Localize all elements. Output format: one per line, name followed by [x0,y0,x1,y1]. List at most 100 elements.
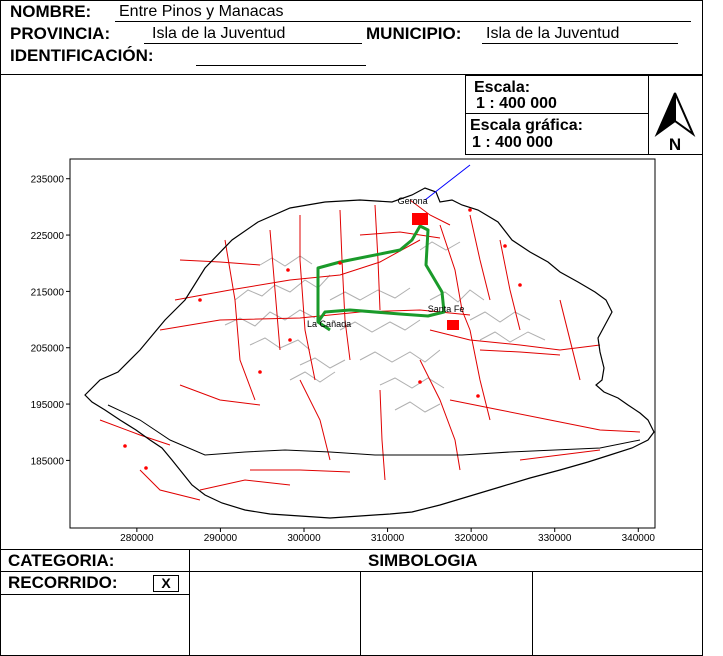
provincia-label: PROVINCIA: [10,24,111,43]
road [250,469,351,473]
field-route [316,224,446,332]
settlement-dot [418,380,422,384]
x-tick-label: 330000 [538,533,572,544]
road [519,449,601,461]
y-tick-label: 215000 [31,287,65,298]
north-arrow-icon: N [654,92,696,154]
contour-line [234,274,331,301]
footer-col-divider [189,549,190,655]
north-letter: N [669,135,681,154]
place-label: La Cañada [307,319,351,329]
settlement-dot [258,370,262,374]
north-arrow-box: N [648,75,703,155]
graphic-scale-box: Escala gráfica: 1 : 400 000 [465,113,649,155]
road [374,204,381,311]
settlement-dot [503,244,507,248]
road [449,399,641,433]
nombre-value: Entre Pinos y Manacas [115,3,691,22]
settlement-dot [286,268,290,272]
escala-value: 1 : 400 000 [476,95,557,112]
footer-divider [0,549,702,550]
y-tick-label: 225000 [31,231,65,242]
contour-lines [224,241,546,413]
axis-ticks: 280000 290000 300000 310000 320000 330000 3400… [31,175,656,544]
road [469,214,491,301]
settlement-dot [468,208,472,212]
contour-line [359,349,441,363]
contour-line [394,401,441,413]
symbol-col-divider-2 [532,571,533,655]
place-label: Gerona [398,196,428,206]
road [379,389,386,481]
symbol-col-divider-1 [360,571,361,655]
escala-label: Escala: [474,79,531,96]
town-gerona [412,213,428,225]
x-tick-label: 340000 [622,533,656,544]
southern-swamp-boundary [107,404,641,456]
pointer-line [424,164,471,201]
road [199,479,291,491]
road [139,469,201,501]
contour-line [429,289,485,303]
road [299,379,331,461]
contour-line [479,331,546,343]
contour-line [379,377,445,389]
scale-box: Escala: 1 : 400 000 [465,75,649,114]
coastline [84,187,655,519]
road [469,329,491,421]
map-frame [69,158,656,529]
town-santa-fe [447,320,459,330]
nombre-label: NOMBRE: [10,2,92,21]
road [499,239,521,331]
contour-line [329,287,411,301]
municipio-label: MUNICIPIO: [366,24,462,43]
x-tick-label: 310000 [371,533,405,544]
road-network [99,199,641,501]
x-tick-label: 280000 [120,533,154,544]
recorrido-checkbox[interactable]: X [153,575,179,592]
settlement-dot [476,394,480,398]
contour-line [224,309,316,327]
x-tick-label: 290000 [204,533,238,544]
road [179,384,261,406]
road [339,209,351,361]
road [179,259,261,266]
settlement-dot [144,466,148,470]
road [269,229,281,351]
y-tick-label: 205000 [31,344,65,355]
x-tick-label: 320000 [454,533,488,544]
road [159,309,471,331]
road [429,329,601,351]
categoria-label: CATEGORIA: [8,551,115,570]
road [224,239,256,401]
settlement-dot [123,444,127,448]
place-label: Santa Fe [428,304,465,314]
contour-line [469,311,531,323]
settlement-dot [198,298,202,302]
contour-line [339,319,421,333]
y-tick-label: 185000 [31,456,65,467]
road [99,419,171,446]
municipio-value: Isla de la Juventud [482,25,678,44]
footer-row-divider-left [0,594,190,595]
escala-grafica-value: 1 : 400 000 [472,134,553,151]
footer-row-divider [0,571,702,572]
road [419,359,461,471]
contour-line [259,255,313,267]
simbologia-label: SIMBOLOGIA [368,551,478,570]
map: 280000 290000 300000 310000 320000 330000 3400… [31,158,656,544]
header-divider [0,74,702,75]
settlement-dot [338,261,342,265]
recorrido-label: RECORRIDO: [8,573,118,592]
place-labels: Gerona Santa Fe La Cañada [307,196,464,329]
x-tick-label: 300000 [287,533,321,544]
contour-line [289,371,336,383]
settlement-dot [518,283,522,287]
y-tick-label: 195000 [31,400,65,411]
settlement-dot [288,338,292,342]
road [479,349,561,356]
town-markers [123,208,522,470]
provincia-value: Isla de la Juventud [144,25,362,44]
escala-grafica-label: Escala gráfica: [470,117,583,134]
road [439,224,471,331]
